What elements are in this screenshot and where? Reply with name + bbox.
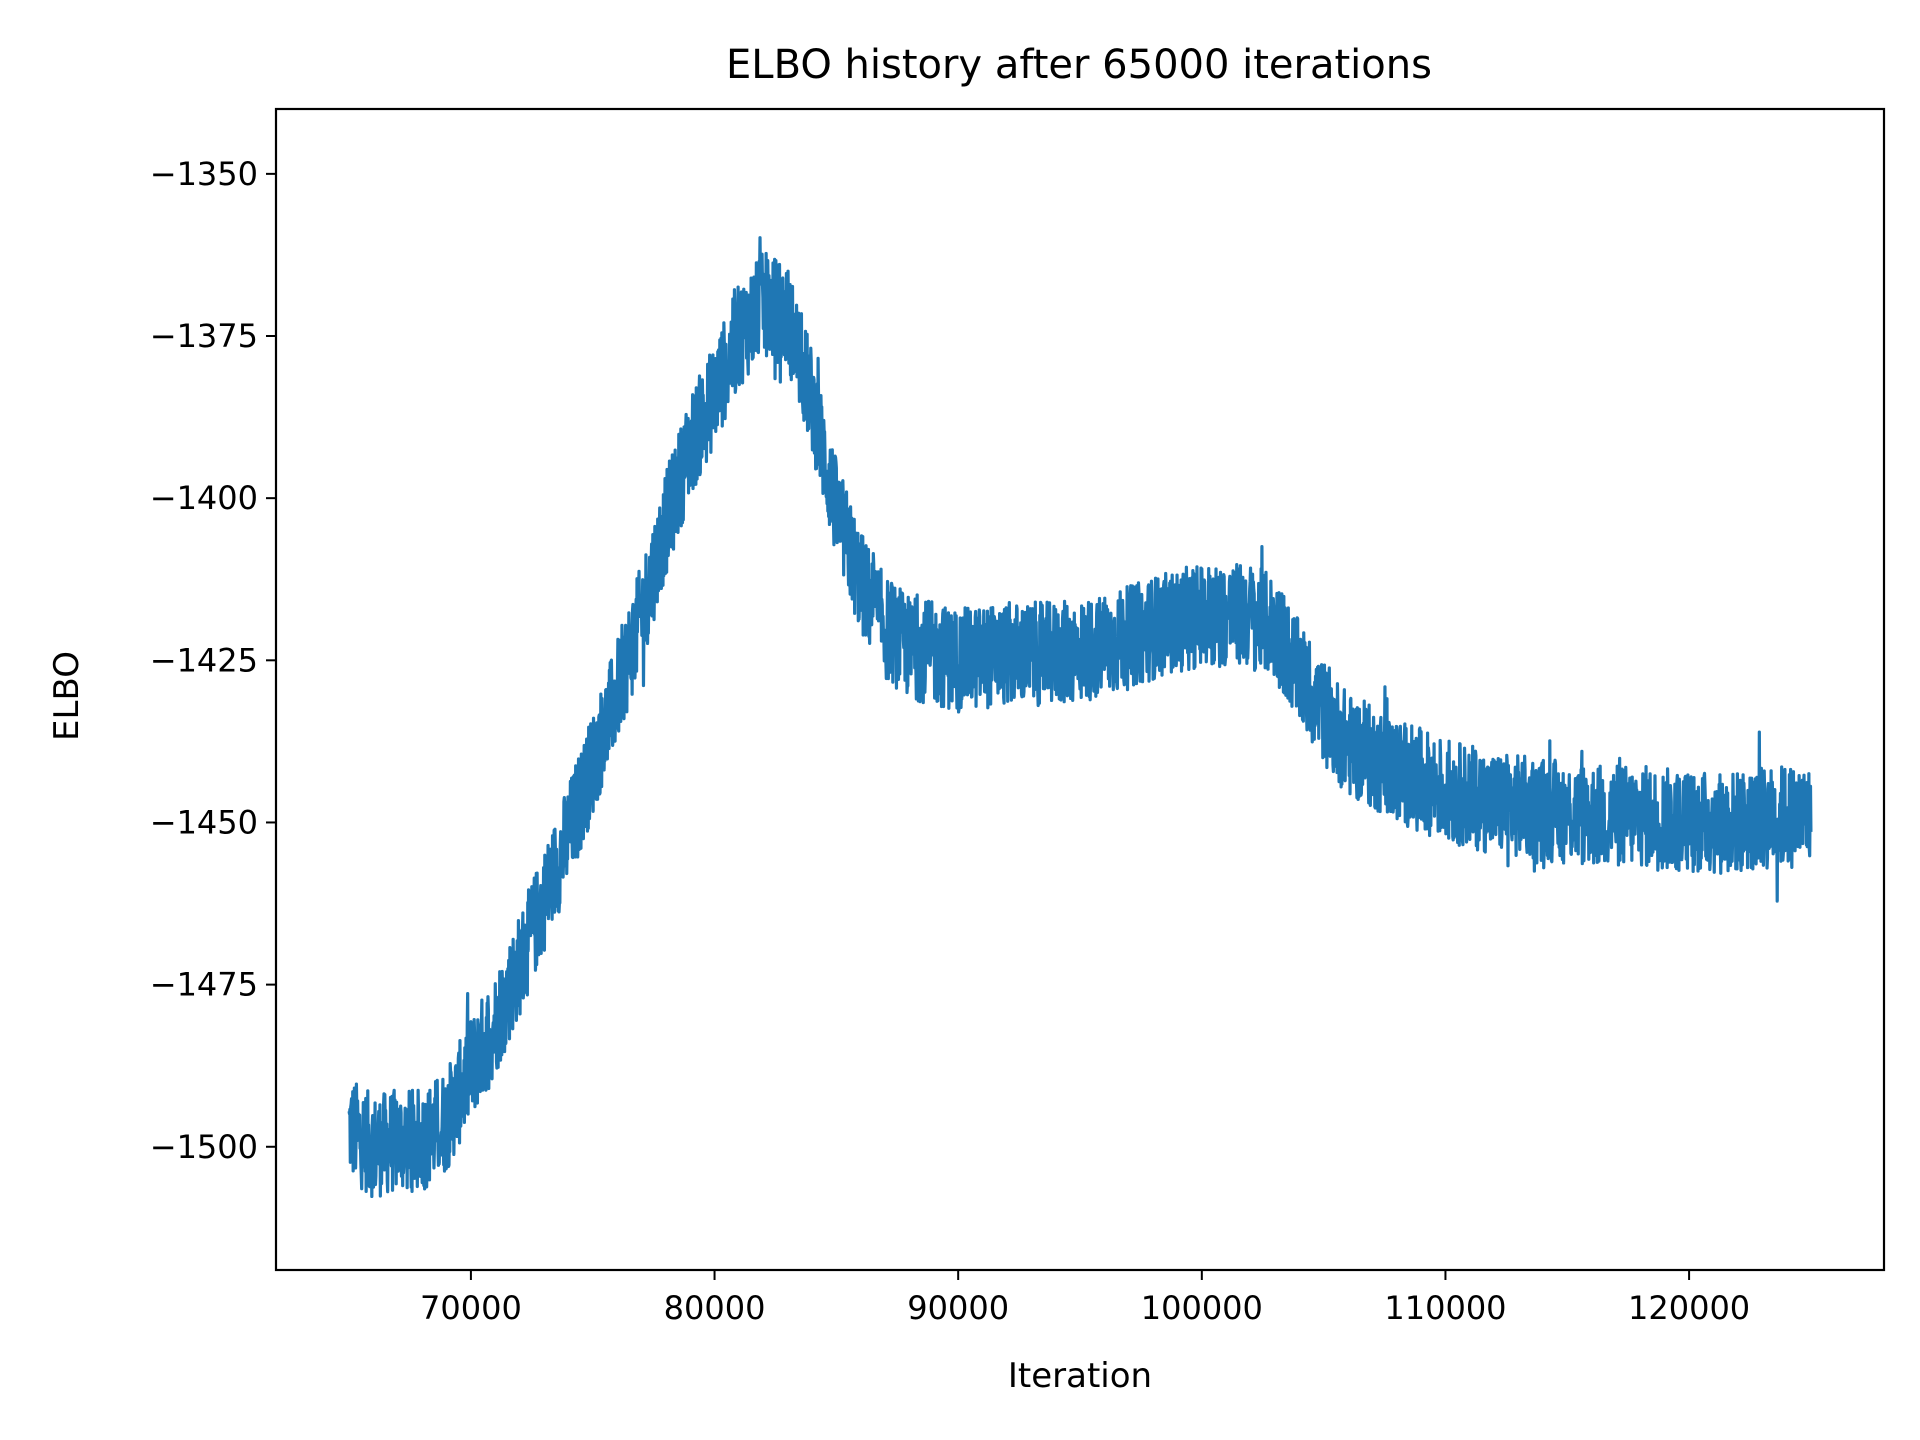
y-tick-label: −1375 (150, 317, 258, 355)
y-axis: −1350 −1375 −1400 −1425 −1450 −1475 −1500 (150, 155, 276, 1166)
x-tick-label: 80000 (664, 1289, 766, 1327)
x-tick-label: 100000 (1141, 1289, 1263, 1327)
y-tick-label: −1400 (150, 479, 258, 517)
x-tick-label: 110000 (1384, 1289, 1506, 1327)
x-axis-label: Iteration (1008, 1356, 1152, 1396)
x-tick-label: 120000 (1628, 1289, 1750, 1327)
x-tick-label: 70000 (420, 1289, 522, 1327)
chart-title: ELBO history after 65000 iterations (726, 42, 1432, 88)
y-tick-label: −1500 (150, 1128, 258, 1166)
y-axis-label: ELBO (47, 651, 87, 741)
y-tick-label: −1350 (150, 155, 258, 193)
x-axis: 70000 80000 90000 100000 110000 120000 (420, 1270, 1750, 1327)
y-tick-label: −1475 (150, 966, 258, 1004)
y-tick-label: −1425 (150, 641, 258, 679)
y-tick-label: −1450 (150, 803, 258, 841)
x-tick-label: 90000 (907, 1289, 1009, 1327)
plot-area (347, 236, 1813, 1199)
axes-frame (274, 107, 1886, 1272)
series-line-elbo (347, 236, 1813, 1199)
